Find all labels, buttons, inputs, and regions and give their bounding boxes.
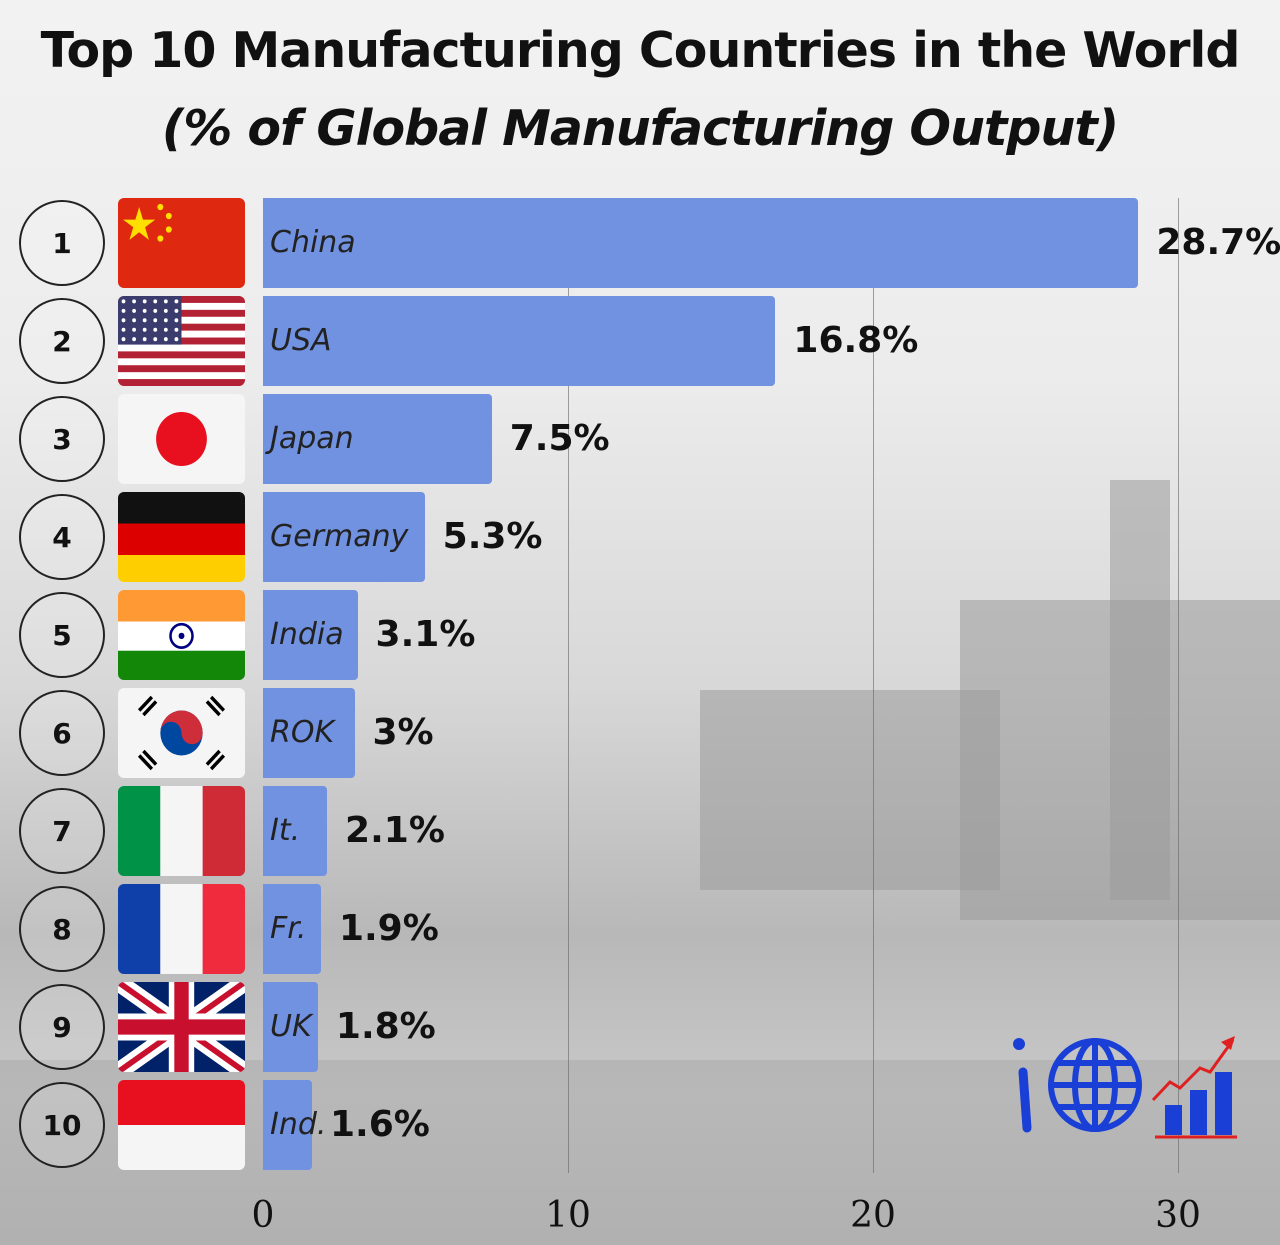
bar-category-label: China [270,225,356,260]
bar [263,296,776,386]
bar [263,786,328,876]
rank-badge: 7 [19,788,105,874]
flag-de-icon [118,492,245,582]
gridline [568,198,569,1173]
rank-badge: 5 [19,592,105,678]
background-factory [700,690,1000,890]
bar [263,884,321,974]
x-tick-label: 0 [251,1195,275,1236]
rank-badge: 10 [19,1082,105,1168]
bar [263,982,318,1072]
gridline [1178,198,1179,1173]
chart-title: Top 10 Manufacturing Countries in the Wo… [40,22,1241,79]
bar [263,688,355,778]
rank-badge: 8 [19,886,105,972]
bar [263,1080,312,1170]
rank-badge: 9 [19,984,105,1070]
bar-category-label: India [270,617,344,652]
chart-subtitle: (% of Global Manufacturing Output) [161,100,1119,157]
background-plant [960,600,1280,920]
flag-cn-icon [118,198,245,288]
x-tick-label: 10 [545,1195,591,1236]
bar-value-label: 16.8% [793,320,919,361]
flag-us-icon [118,296,245,386]
bar-value-label: 1.8% [335,1006,436,1047]
rank-badge: 2 [19,298,105,384]
gridline [873,198,874,1173]
bar-value-label: 28.7% [1156,222,1280,263]
bar-category-label: UK [270,1009,312,1044]
bar [263,394,492,484]
flag-fr-icon [118,884,245,974]
x-tick-label: 30 [1155,1195,1201,1236]
flag-it-icon [118,786,245,876]
bar-category-label: It. [270,813,301,848]
bar-category-label: Fr. [270,911,307,946]
bar-value-label: 1.6% [330,1104,430,1145]
rank-badge: 4 [19,494,105,580]
bar-value-label: 5.3% [442,516,543,557]
flag-kr-icon [118,688,245,778]
bar-value-label: 7.5% [509,418,610,459]
bar-category-label: Japan [270,421,354,456]
bar-value-label: 3.1% [375,614,476,655]
x-tick-label: 20 [850,1195,896,1236]
bar [263,492,425,582]
bar-category-label: Ind. [270,1107,327,1142]
bar [263,590,358,680]
rank-badge: 1 [19,200,105,286]
bar [263,198,1139,288]
rank-badge: 3 [19,396,105,482]
bar-value-label: 2.1% [345,810,445,851]
bar-category-label: ROK [270,715,335,750]
flag-id-icon [118,1080,245,1170]
bar-value-label: 1.9% [338,908,439,949]
rank-badge: 6 [19,690,105,776]
bar-category-label: USA [270,323,332,358]
flag-jp-icon [118,394,245,484]
globe-chart-logo-icon [1013,1036,1237,1139]
bar-value-label: 3% [372,712,434,753]
flag-uk-icon [118,982,245,1072]
bar-category-label: Germany [270,519,409,554]
flag-in-icon [118,590,245,680]
